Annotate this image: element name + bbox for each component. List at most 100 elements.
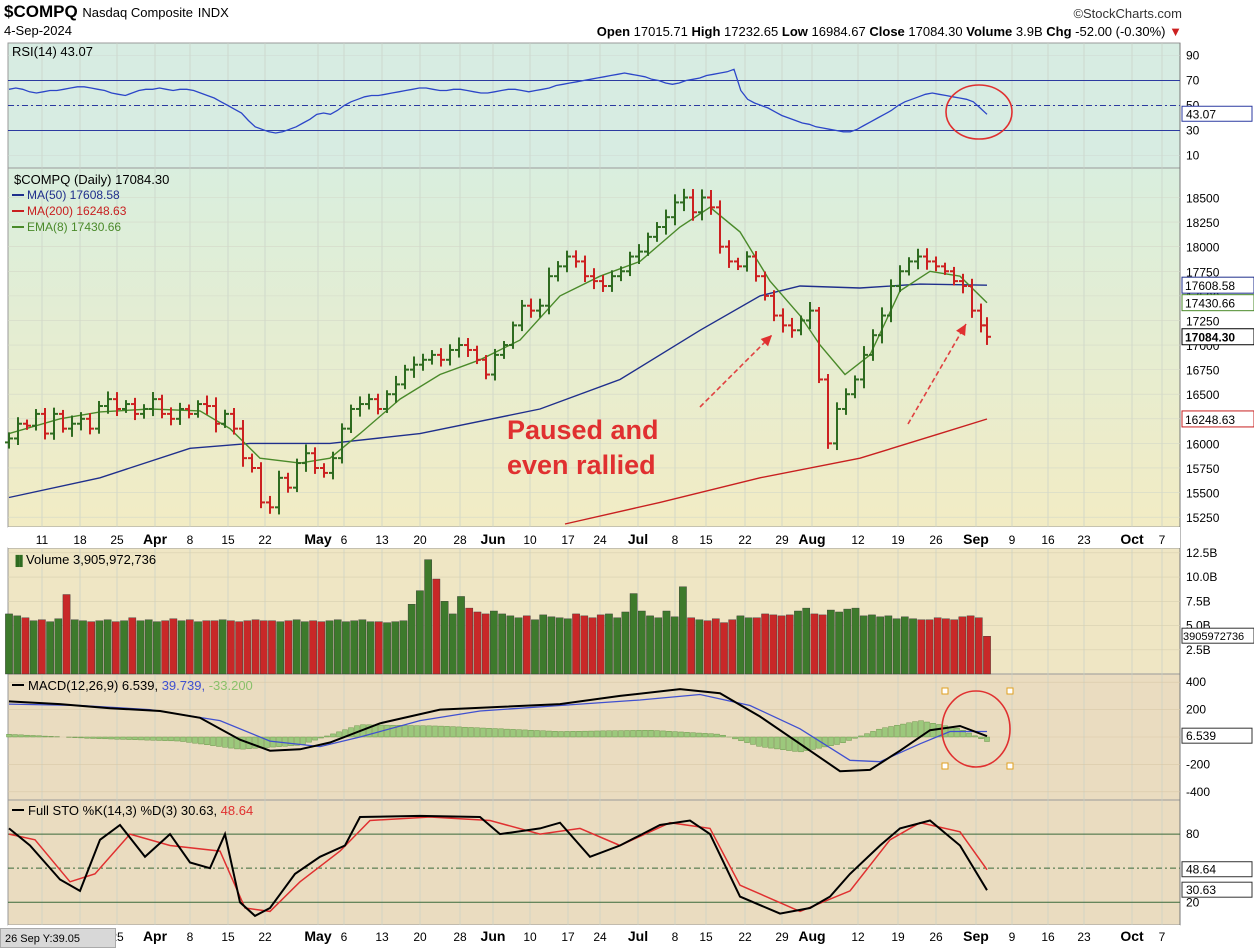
macd-hist-bar <box>79 737 84 738</box>
macd-hist-bar <box>781 737 786 750</box>
xaxis-tick-label: 10 <box>523 930 537 944</box>
volume-bar <box>219 620 226 674</box>
xaxis-tick-label: Sep <box>963 531 989 547</box>
macd-hist-bar <box>583 731 588 737</box>
macd-hist-bar <box>559 732 564 737</box>
xaxis-tick-label: 25 <box>110 533 124 547</box>
price-tick-label: 15500 <box>1186 487 1220 501</box>
volume-bar <box>326 621 333 674</box>
macd-hist-bar <box>685 732 690 737</box>
xaxis-tick-label: 20 <box>413 930 427 944</box>
price-last-label: 17084.30 <box>1185 331 1235 345</box>
volume-bar <box>457 596 464 674</box>
macd-title: MACD(12,26,9) 6.539, 39.739, -33.200 <box>28 678 253 693</box>
macd-hist-bar <box>109 737 114 739</box>
macd-hist-bar <box>973 736 978 737</box>
selection-handle <box>1007 688 1013 694</box>
price-tick-label: 16500 <box>1186 388 1220 402</box>
vol-last-label: 3905972736 <box>1183 631 1244 643</box>
volume-bar <box>433 579 440 674</box>
volume-bar <box>523 616 530 674</box>
volume-bar <box>877 617 884 674</box>
volume-bar <box>827 610 834 674</box>
volume-bar <box>285 621 292 674</box>
macd-hist-bar <box>865 734 870 737</box>
volume-bar <box>400 621 407 674</box>
xaxis-tick-label: Jul <box>628 928 648 944</box>
volume-bar <box>55 619 62 674</box>
volume-bar <box>227 621 234 674</box>
macd-hist-bar <box>535 730 540 737</box>
macd-hist-bar <box>637 730 642 737</box>
macd-hist-bar <box>175 737 180 741</box>
volume-bar <box>712 619 719 674</box>
volume-bar <box>581 616 588 674</box>
macd-hist-bar <box>475 728 480 737</box>
volume-bar <box>334 620 341 674</box>
macd-hist-bar <box>571 731 576 737</box>
macd-hist-bar <box>409 726 414 737</box>
macd-hist-bar <box>829 737 834 746</box>
macd-hist-bar <box>523 730 528 737</box>
xaxis-tick-label: 13 <box>375 533 389 547</box>
macd-hist-bar <box>907 723 912 737</box>
volume-bar <box>515 618 522 674</box>
vol-tick-label: 12.5B <box>1186 546 1217 560</box>
xaxis-tick-label: 11 <box>36 533 49 547</box>
macd-hist-bar <box>673 732 678 737</box>
xaxis-tick-label: Apr <box>143 928 168 944</box>
macd-hist-bar <box>223 737 228 747</box>
rsi-tick-label: 90 <box>1186 49 1200 63</box>
vol-tick-label: 10.0B <box>1186 570 1217 584</box>
macd-hist-bar <box>283 737 288 746</box>
vol-tick-label: 2.5B <box>1186 643 1211 657</box>
volume-bar <box>688 618 695 674</box>
rsi-title: RSI(14) 43.07 <box>12 44 93 59</box>
volume-bar <box>499 614 506 674</box>
volume-bar <box>277 622 284 674</box>
volume-bar <box>96 621 103 674</box>
volume-bar <box>408 604 415 674</box>
xaxis-tick-label: Jul <box>628 531 648 547</box>
volume-bar <box>597 615 604 674</box>
volume-bar <box>260 621 267 674</box>
volume-bar <box>449 614 456 674</box>
volume-bar <box>309 621 316 674</box>
macd-hist-bar <box>883 728 888 737</box>
macd-hist-bar <box>649 730 654 737</box>
volume-bar <box>88 622 95 674</box>
sto-tick-label: 80 <box>1186 827 1200 841</box>
macd-hist-bar <box>913 722 918 737</box>
volume-bar <box>22 618 29 674</box>
macd-hist-bar <box>403 725 408 737</box>
xaxis-tick-label: 8 <box>187 930 194 944</box>
rsi-tick-label: 30 <box>1186 124 1200 138</box>
volume-bar <box>655 618 662 674</box>
macd-hist-bar <box>859 736 864 737</box>
macd-tick-label: 400 <box>1186 675 1206 689</box>
volume-bar <box>556 618 563 674</box>
xaxis-tick-label: Sep <box>963 928 989 944</box>
volume-bar <box>252 620 259 674</box>
xaxis-tick-label: 22 <box>258 930 272 944</box>
price-last-label: 16248.63 <box>1185 413 1235 427</box>
volume-bar <box>236 622 243 674</box>
xaxis-tick-label: 7 <box>1159 533 1166 547</box>
xaxis-tick-label: Oct <box>1120 928 1144 944</box>
price-title: $COMPQ (Daily) 17084.30 <box>14 172 169 187</box>
xaxis-tick-label: 22 <box>738 533 752 547</box>
macd-hist-bar <box>679 732 684 737</box>
macd-hist-bar <box>451 727 456 737</box>
macd-hist-bar <box>427 726 432 737</box>
volume-bar <box>120 621 127 674</box>
volume-bar <box>811 614 818 674</box>
volume-bar <box>178 621 185 674</box>
macd-hist-bar <box>751 737 756 744</box>
xaxis-tick-label: 24 <box>593 533 607 547</box>
macd-hist-bar <box>157 737 162 740</box>
ema8-legend: EMA(8) 17430.66 <box>27 220 121 234</box>
xaxis-tick-label: 22 <box>738 930 752 944</box>
macd-signal-value: 39.739, <box>162 678 209 693</box>
macd-hist-bar <box>595 731 600 737</box>
xaxis-tick-label: Aug <box>798 928 825 944</box>
